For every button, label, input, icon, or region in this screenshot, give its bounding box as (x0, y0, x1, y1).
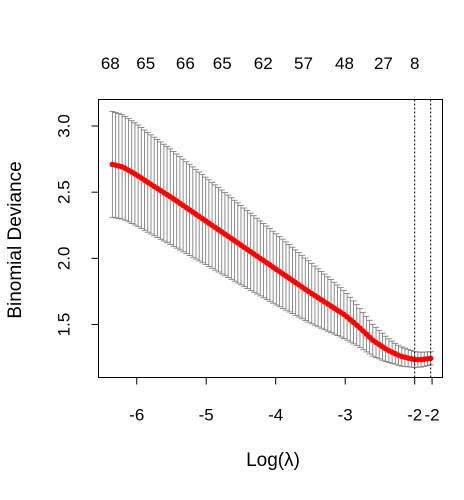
top-label: 27 (374, 54, 393, 73)
x-axis-title: Log(λ) (246, 450, 300, 471)
x-tick-label: -2 (425, 406, 440, 425)
top-label: 65 (213, 54, 232, 73)
top-label: 62 (254, 54, 273, 73)
top-axis: 68 65 66 65 62 57 48 27 8 (101, 54, 420, 73)
y-axis: 1.5 2.0 2.5 3.0 (55, 114, 99, 336)
x-tick-label: -2 (407, 406, 422, 425)
data-point (427, 355, 434, 362)
y-tick-label: 1.5 (55, 313, 74, 337)
x-tick-label: -6 (129, 406, 144, 425)
x-tick-label: -4 (268, 406, 283, 425)
top-label: 8 (410, 54, 419, 73)
top-label: 65 (136, 54, 155, 73)
top-label: 48 (335, 54, 354, 73)
top-label: 66 (176, 54, 195, 73)
top-label: 68 (101, 54, 120, 73)
points-layer (109, 161, 434, 363)
y-tick-label: 3.0 (55, 114, 74, 138)
y-tick-label: 2.0 (55, 247, 74, 271)
y-tick-label: 2.5 (55, 180, 74, 204)
x-axis: -6 -5 -4 -3 -2 -2 (129, 377, 440, 425)
x-tick-label: -5 (199, 406, 214, 425)
x-tick-label: -3 (338, 406, 353, 425)
top-label: 57 (294, 54, 313, 73)
y-axis-title: Binomial Deviance (5, 161, 26, 318)
